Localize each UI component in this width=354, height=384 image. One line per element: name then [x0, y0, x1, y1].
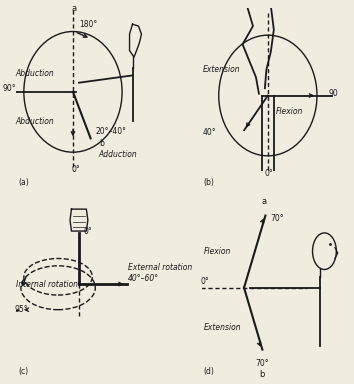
Text: Internal rotation: Internal rotation: [16, 280, 78, 289]
Text: 0°: 0°: [201, 277, 210, 286]
Text: (d): (d): [204, 366, 215, 376]
Text: 180°: 180°: [79, 20, 97, 29]
Text: Abduction: Abduction: [15, 69, 54, 78]
Text: 95°: 95°: [15, 305, 29, 314]
Text: Extension: Extension: [202, 65, 240, 74]
Text: 0°: 0°: [72, 165, 80, 174]
Text: b: b: [260, 370, 265, 379]
Text: a: a: [261, 197, 267, 207]
Text: Flexion: Flexion: [204, 247, 231, 256]
Text: 0°: 0°: [84, 227, 92, 235]
Text: External rotation
40°–60°: External rotation 40°–60°: [128, 263, 192, 283]
Text: Flexion: Flexion: [276, 108, 304, 116]
Text: a: a: [72, 4, 77, 13]
Text: Abduction: Abduction: [15, 117, 54, 126]
Text: b: b: [99, 139, 104, 148]
Text: Extension: Extension: [204, 323, 241, 333]
Text: 20°–40°: 20°–40°: [95, 126, 126, 136]
Text: 70°: 70°: [270, 214, 284, 223]
Text: (a): (a): [18, 178, 29, 187]
Text: 70°: 70°: [256, 359, 269, 368]
Text: 0°: 0°: [265, 169, 274, 178]
Text: (b): (b): [204, 178, 215, 187]
Text: (c): (c): [18, 366, 28, 376]
Text: 90°: 90°: [3, 84, 16, 93]
Text: 90: 90: [329, 89, 339, 98]
Text: Adduction: Adduction: [98, 150, 137, 159]
Text: 40°: 40°: [202, 127, 216, 137]
